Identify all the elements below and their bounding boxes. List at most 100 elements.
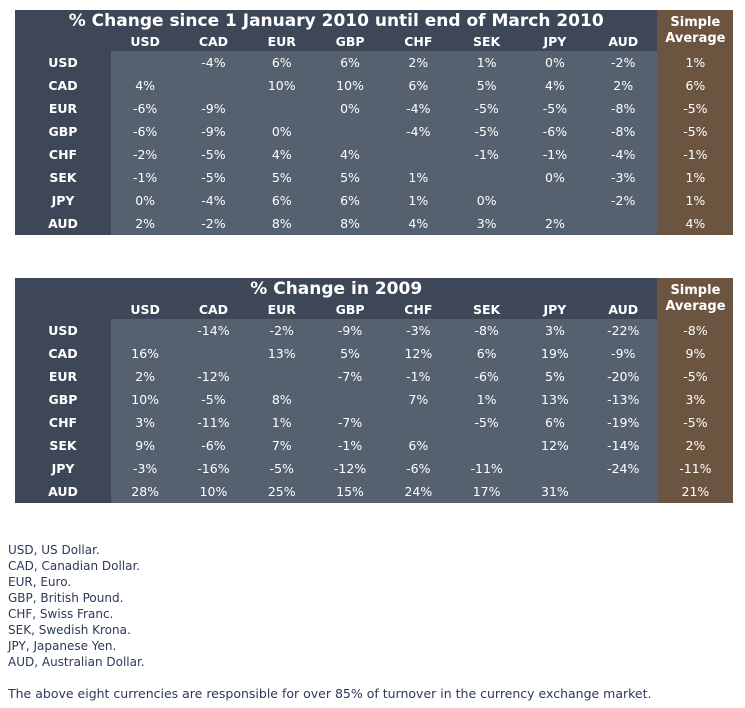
- table-cell: [179, 342, 248, 365]
- table-cell: [384, 411, 453, 434]
- column-header-row: USD CAD EUR GBP CHF SEK JPY AUD: [15, 32, 733, 51]
- table-cell: 10%: [315, 74, 385, 97]
- table-cell: 8%: [247, 212, 316, 235]
- table-cell: -1%: [111, 166, 180, 189]
- change-table-2010: % Change since 1 January 2010 until end …: [15, 10, 734, 235]
- average-cell: 4%: [657, 212, 734, 235]
- simple-average-header: Simple Average: [657, 278, 734, 319]
- table-cell: [452, 434, 521, 457]
- column-header: EUR: [247, 32, 316, 51]
- avg-label-line2: Average: [665, 298, 726, 314]
- table-cell: -8%: [452, 319, 521, 342]
- column-header: SEK: [452, 300, 521, 319]
- table-cell: -9%: [179, 97, 248, 120]
- row-header: EUR: [15, 97, 111, 120]
- average-cell: -8%: [657, 319, 734, 342]
- table-cell: 0%: [315, 97, 385, 120]
- table-cell: -2%: [589, 189, 658, 212]
- table-cell: [179, 74, 248, 97]
- table-row: CAD 16% 13% 5% 12% 6% 19% -9% 9%: [15, 342, 734, 365]
- table-cell: 4%: [384, 212, 453, 235]
- column-header-row: USD CAD EUR GBP CHF SEK JPY AUD: [15, 300, 733, 319]
- table-cell: -16%: [179, 457, 248, 480]
- table-cell: 10%: [179, 480, 248, 503]
- table-cell: -20%: [589, 365, 658, 388]
- legend-item: CAD, Canadian Dollar.: [8, 559, 141, 573]
- corner-cell: [15, 300, 111, 319]
- table-cell: 15%: [315, 480, 385, 503]
- table-cell: -6%: [452, 365, 521, 388]
- legend-item: GBP, British Pound.: [8, 591, 124, 605]
- table-cell: 6%: [452, 342, 521, 365]
- table-cell: 1%: [247, 411, 316, 434]
- table-row: GBP -6% -9% 0% -4% -5% -6% -8% -5%: [15, 120, 734, 143]
- average-cell: 3%: [657, 388, 734, 411]
- row-header: EUR: [15, 365, 111, 388]
- table-cell: [384, 143, 453, 166]
- average-cell: -5%: [657, 120, 734, 143]
- column-header: AUD: [589, 300, 658, 319]
- table-cell: -13%: [589, 388, 658, 411]
- row-header: USD: [15, 51, 111, 74]
- column-header: CHF: [384, 300, 453, 319]
- column-header: JPY: [520, 300, 590, 319]
- table-cell: -5%: [179, 143, 248, 166]
- table-row: AUD 28% 10% 25% 15% 24% 17% 31% 21%: [15, 480, 734, 503]
- row-header: AUD: [15, 212, 111, 235]
- table-cell: -8%: [589, 97, 658, 120]
- table-cell: -12%: [179, 365, 248, 388]
- table-cell: 9%: [111, 434, 180, 457]
- table-row: EUR 2% -12% -7% -1% -6% 5% -20% -5%: [15, 365, 734, 388]
- table-cell: 10%: [247, 74, 316, 97]
- column-header: AUD: [589, 32, 658, 51]
- table-cell: 6%: [247, 51, 316, 74]
- table-cell: -3%: [589, 166, 658, 189]
- column-header: CAD: [179, 32, 248, 51]
- table-cell: [111, 51, 180, 74]
- row-header: GBP: [15, 388, 111, 411]
- simple-average-header: Simple Average: [657, 10, 734, 51]
- column-header: GBP: [315, 300, 385, 319]
- table-row: EUR -6% -9% 0% -4% -5% -5% -8% -5%: [15, 97, 734, 120]
- table-cell: 7%: [384, 388, 453, 411]
- table-cell: -1%: [384, 365, 453, 388]
- column-header: JPY: [520, 32, 590, 51]
- table-cell: 0%: [520, 51, 590, 74]
- table-2009: % Change in 2009 Simple Average USD CAD …: [15, 278, 734, 503]
- table-cell: 5%: [452, 74, 521, 97]
- corner-cell: [15, 32, 111, 51]
- average-cell: 9%: [657, 342, 734, 365]
- table-row: AUD 2% -2% 8% 8% 4% 3% 2% 4%: [15, 212, 734, 235]
- table-row: GBP 10% -5% 8% 7% 1% 13% -13% 3%: [15, 388, 734, 411]
- average-cell: 1%: [657, 166, 734, 189]
- table-cell: -6%: [520, 120, 590, 143]
- row-header: SEK: [15, 434, 111, 457]
- table-cell: -5%: [452, 411, 521, 434]
- table-row: SEK -1% -5% 5% 5% 1% 0% -3% 1%: [15, 166, 734, 189]
- table-cell: -7%: [315, 365, 385, 388]
- table-row: CHF -2% -5% 4% 4% -1% -1% -4% -1%: [15, 143, 734, 166]
- row-header: JPY: [15, 189, 111, 212]
- table-cell: 4%: [111, 74, 180, 97]
- row-header: JPY: [15, 457, 111, 480]
- column-header: USD: [111, 300, 180, 319]
- table-cell: 28%: [111, 480, 180, 503]
- table-cell: 2%: [520, 212, 590, 235]
- table-cell: -2%: [111, 143, 180, 166]
- average-cell: 1%: [657, 51, 734, 74]
- table-2010: % Change since 1 January 2010 until end …: [15, 10, 734, 235]
- table-cell: -5%: [179, 166, 248, 189]
- table-cell: [520, 189, 590, 212]
- table-cell: -2%: [179, 212, 248, 235]
- table-cell: -2%: [247, 319, 316, 342]
- average-cell: -11%: [657, 457, 734, 480]
- row-header: CHF: [15, 411, 111, 434]
- table-cell: 1%: [384, 189, 453, 212]
- column-header: USD: [111, 32, 180, 51]
- legend-item: JPY, Japanese Yen.: [8, 639, 117, 653]
- table-cell: [589, 480, 658, 503]
- average-cell: -5%: [657, 365, 734, 388]
- column-header: EUR: [247, 300, 316, 319]
- table-cell: 5%: [247, 166, 316, 189]
- table-cell: 0%: [520, 166, 590, 189]
